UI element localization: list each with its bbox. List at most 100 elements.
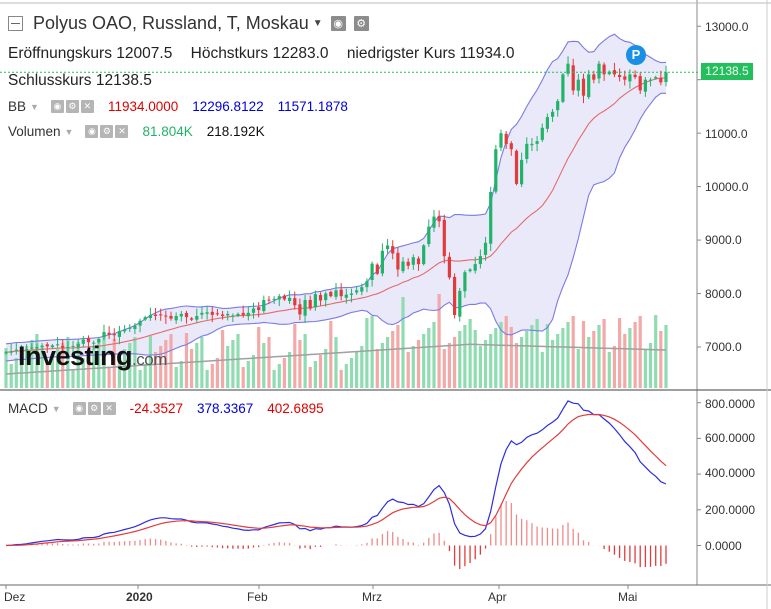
volume-bar — [318, 355, 323, 388]
volume-bar — [375, 349, 379, 388]
volume-bar — [618, 318, 622, 388]
candle-body — [504, 133, 508, 144]
candle-body — [556, 101, 560, 111]
candle-body — [324, 293, 328, 301]
volume-bar — [380, 343, 384, 388]
candle-body — [164, 315, 168, 317]
eye-icon[interactable]: ◉ — [50, 100, 64, 113]
collapse-icon[interactable] — [8, 16, 23, 31]
candle-body — [355, 290, 359, 293]
volume-bar — [339, 370, 343, 388]
candle-body — [138, 320, 142, 326]
candle-body — [246, 312, 250, 317]
candle-body — [40, 345, 44, 347]
volume-bar — [592, 331, 596, 388]
event-badge[interactable]: P — [626, 45, 646, 65]
chevron-down-icon[interactable]: ▼ — [51, 403, 61, 414]
chevron-down-icon[interactable]: ▼ — [30, 101, 39, 112]
candle-body — [551, 111, 555, 117]
chevron-down-icon[interactable]: ▼ — [312, 18, 323, 29]
volume-bar — [107, 367, 111, 388]
volume-bar — [282, 358, 286, 388]
volume-bar — [133, 337, 137, 388]
eye-icon[interactable]: ◉ — [85, 125, 99, 138]
volume-bar — [138, 370, 142, 388]
volume-bar — [143, 364, 147, 388]
candle-body — [112, 334, 116, 336]
eye-icon[interactable]: ◉ — [330, 16, 346, 31]
macd-name[interactable]: MACD — [8, 401, 48, 416]
candle-body — [267, 299, 271, 301]
volume-bar — [102, 334, 106, 388]
candle-body — [288, 297, 292, 301]
volume-bar — [556, 334, 560, 388]
candle-body — [35, 347, 39, 349]
volume-bar — [313, 361, 317, 388]
candle-body — [597, 63, 601, 79]
volume-bar — [571, 316, 575, 388]
volume-bar — [61, 343, 65, 388]
volume-name[interactable]: Volumen — [8, 124, 61, 139]
volume-bar — [184, 333, 189, 388]
volume-bar — [25, 346, 29, 388]
bb-name[interactable]: BB — [8, 99, 27, 114]
volume-bar — [638, 316, 642, 388]
candle-body — [437, 216, 441, 222]
volume-bar — [97, 340, 101, 388]
chart-title[interactable]: Polyus OAO, Russland, T, Moskau — [33, 13, 309, 33]
candle-body — [143, 317, 147, 320]
volume-bar — [123, 349, 127, 388]
bollinger-lower-line — [5, 92, 666, 362]
candle-body — [623, 76, 627, 80]
last-price-tag: 12138.5 — [701, 63, 753, 80]
volume-ma-line — [5, 343, 667, 375]
volume-bar — [525, 331, 529, 388]
close-icon[interactable]: ✕ — [102, 402, 116, 415]
close-label: Schlusskurs — [8, 72, 92, 89]
volume-bar — [112, 339, 116, 388]
volume-bar — [148, 336, 152, 388]
volume-bar — [174, 367, 178, 388]
volume-bar — [396, 325, 400, 388]
volume-bar — [334, 337, 338, 388]
chevron-down-icon[interactable]: ▼ — [64, 126, 74, 137]
bb-upper-value: 12296.8122 — [192, 99, 264, 114]
volume-bar — [179, 361, 183, 388]
volume-bar — [221, 330, 225, 388]
candle-body — [190, 318, 194, 320]
gear-icon[interactable]: ⚙ — [65, 100, 79, 113]
x-tick-label: Mrz — [362, 590, 382, 604]
investing-logo: Investing.com — [18, 341, 167, 371]
gear-icon[interactable]: ⚙ — [87, 402, 101, 415]
volume-bar — [494, 328, 498, 388]
volume-bar — [514, 343, 519, 388]
volume-bar — [56, 349, 60, 388]
volume-bar — [370, 316, 374, 388]
y-tick-label: 11000.0 — [705, 127, 748, 141]
close-value: 12138.5 — [95, 72, 152, 89]
close-icon[interactable]: ✕ — [80, 100, 94, 113]
eye-icon[interactable]: ◉ — [72, 402, 86, 415]
candle-body — [61, 345, 65, 348]
candle-body — [174, 316, 178, 321]
gear-icon[interactable]: ⚙ — [100, 125, 114, 138]
candle-body — [205, 312, 209, 314]
volume-bar — [195, 343, 199, 388]
candle-body — [463, 272, 467, 292]
volume-bar — [530, 325, 534, 388]
candle-body — [633, 74, 637, 78]
volume-bar — [654, 315, 658, 388]
candle-body — [643, 79, 647, 92]
candle-body — [133, 325, 137, 329]
volume-bar — [648, 343, 653, 388]
macd-y-tick-label: 600.0000 — [705, 431, 756, 445]
close-readout: Schlusskurs 12138.5 — [8, 72, 152, 90]
volume-bar — [355, 352, 359, 388]
candle-body — [659, 78, 663, 83]
close-icon[interactable]: ✕ — [115, 125, 129, 138]
gear-icon[interactable]: ⚙ — [353, 16, 369, 31]
macd-signal-line — [5, 413, 667, 547]
candle-body — [293, 298, 297, 306]
